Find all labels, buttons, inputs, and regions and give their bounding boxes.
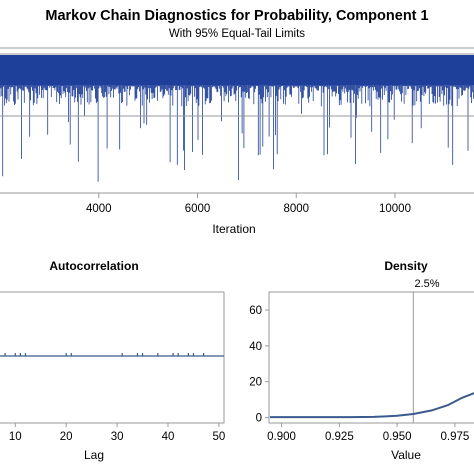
page-subtitle: With 95% Equal-Tail Limits: [168, 28, 306, 40]
density-x-tick-label: 0.975: [440, 431, 469, 443]
trace-lines: [0, 56, 474, 182]
density-frame: [268, 291, 474, 424]
autocorr-frame: [0, 291, 225, 424]
autocorr-marks: [4, 353, 205, 356]
density-ref-label: 2.5%: [414, 278, 439, 290]
autocorr-panel: Autocorrelation 10 20 30 40 50 Lag: [0, 259, 225, 462]
density-y-tick-label: 20: [249, 377, 262, 389]
autocorr-x-label: Lag: [84, 448, 104, 462]
density-y-axis: 0 20 40 60: [249, 305, 269, 425]
autocorr-title: Autocorrelation: [49, 259, 138, 273]
trace-panel: 4000 6000 8000 10000 Iteration: [0, 47, 474, 236]
density-x-label: Value: [391, 448, 421, 462]
autocorr-x-axis: 10 20 30 40 50: [9, 423, 225, 443]
trace-x-tick-label: 6000: [185, 203, 211, 215]
trace-x-tick-label: 4000: [86, 203, 112, 215]
autocorr-x-tick-label: 20: [60, 431, 73, 443]
density-y-tick-label: 40: [249, 341, 262, 353]
autocorr-x-tick-label: 10: [9, 431, 22, 443]
density-panel: Density 2.5% 0 20 40 60 0.900 0.925 0.950 0.97…: [249, 259, 474, 462]
trace-x-tick-label: 10000: [379, 203, 411, 215]
autocorr-x-tick-label: 50: [213, 431, 226, 443]
density-x-tick-label: 0.900: [267, 431, 296, 443]
density-x-tick-label: 0.925: [325, 431, 354, 443]
autocorr-x-tick-label: 40: [162, 431, 175, 443]
density-x-tick-label: 0.950: [383, 431, 412, 443]
density-x-axis: 0.900 0.925 0.950 0.975: [267, 423, 469, 443]
density-title: Density: [384, 259, 428, 273]
density-y-tick-label: 0: [256, 413, 262, 425]
trace-x-tick-label: 8000: [283, 203, 309, 215]
density-curve: [270, 392, 474, 419]
trace-spikes: [0, 55, 474, 182]
page-title: Markov Chain Diagnostics for Probability…: [45, 8, 429, 24]
trace-x-axis: 4000 6000 8000 10000: [86, 193, 411, 215]
autocorr-x-tick-label: 30: [111, 431, 124, 443]
trace-frame: [0, 47, 474, 194]
trace-x-label: Iteration: [212, 222, 255, 236]
density-y-tick-label: 60: [249, 305, 262, 317]
